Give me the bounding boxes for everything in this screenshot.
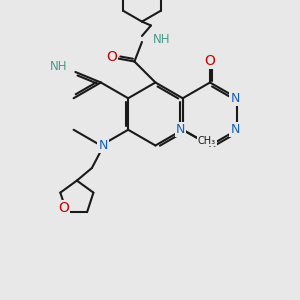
Text: O: O (205, 54, 215, 68)
Text: N: N (98, 139, 108, 152)
Text: O: O (106, 50, 117, 64)
Text: NH: NH (153, 33, 171, 46)
Text: NH: NH (50, 60, 67, 73)
Text: N: N (176, 123, 185, 136)
Text: N: N (230, 92, 240, 105)
Text: N: N (230, 123, 240, 136)
Text: O: O (58, 201, 69, 215)
Text: CH₃: CH₃ (198, 136, 216, 146)
